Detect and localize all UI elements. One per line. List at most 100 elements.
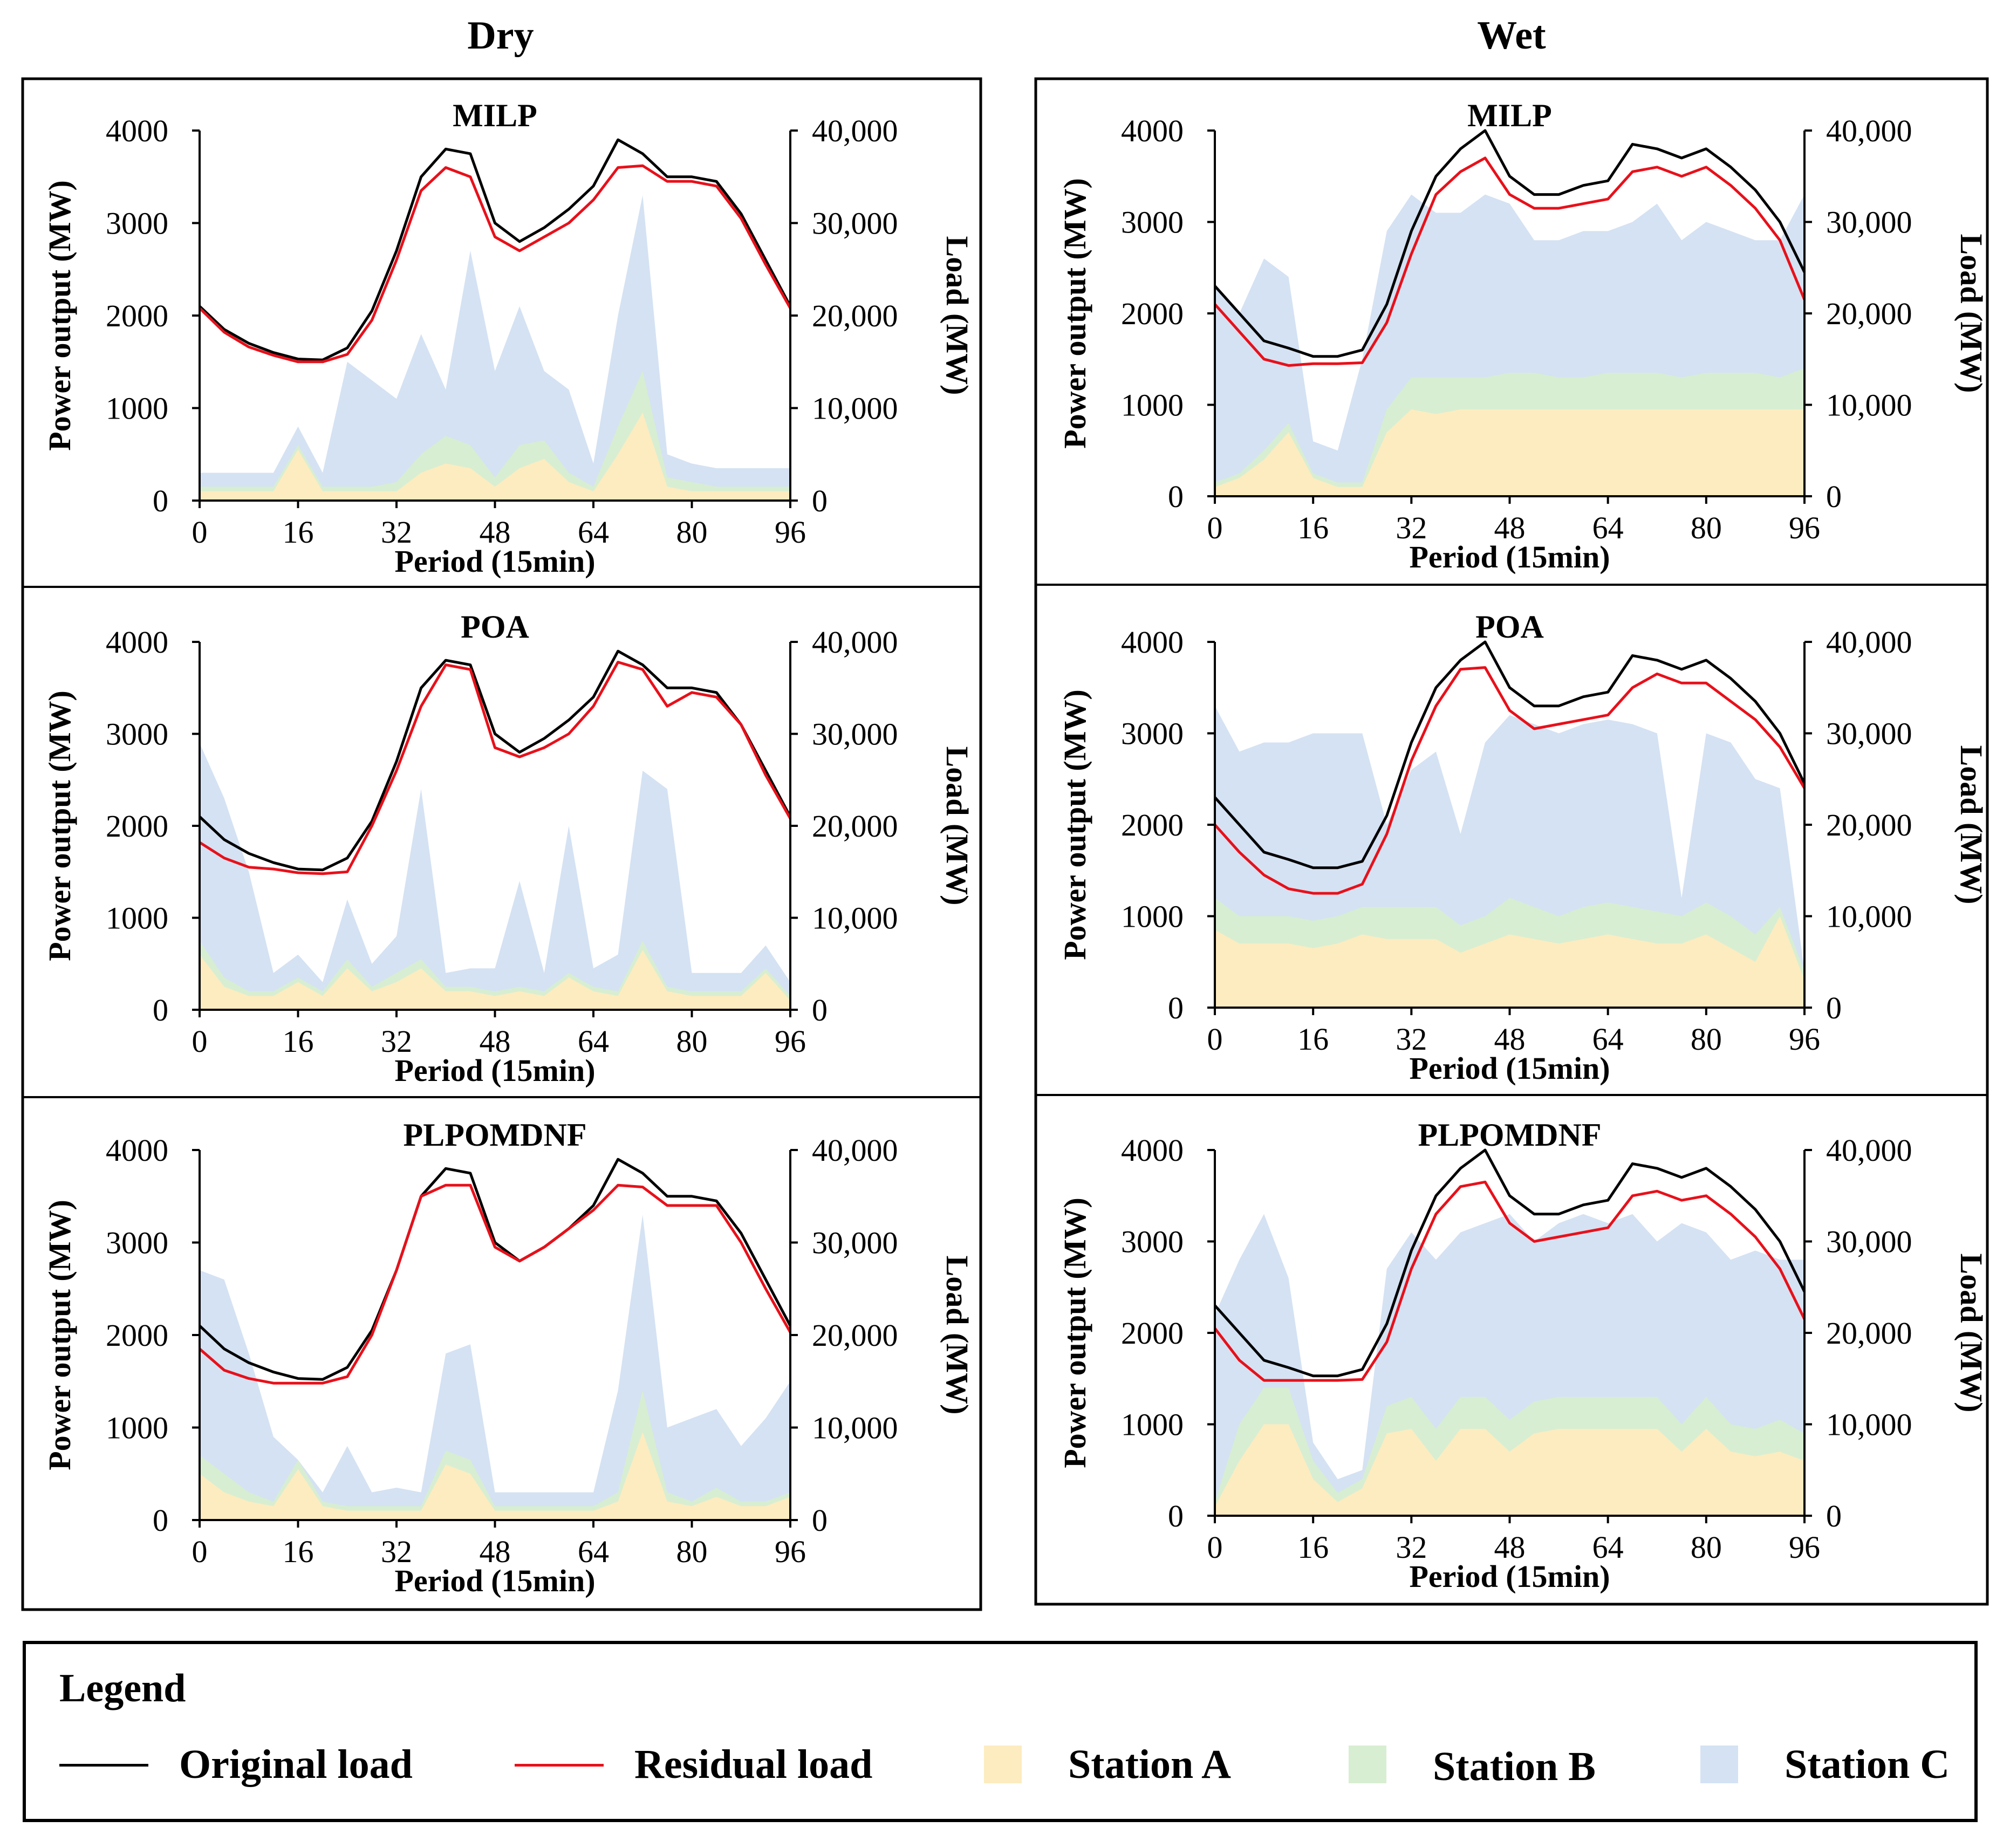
original-load-line (1214, 640, 1806, 870)
y2-tick-label: 10,000 (1826, 899, 1912, 934)
y-tick-label: 0 (153, 1503, 168, 1538)
y2-tick-label: 30,000 (1826, 205, 1912, 240)
y-tick-label: 3000 (106, 717, 168, 752)
y2-tick-label: 20,000 (812, 1318, 898, 1353)
x-tick-label: 0 (192, 1534, 208, 1569)
y2-tick-label: 40,000 (1826, 1133, 1912, 1168)
station-a-area (200, 1432, 790, 1520)
x-tick-label: 16 (283, 1024, 314, 1059)
station-a-area (200, 413, 790, 501)
y2-tick-label: 40,000 (812, 113, 898, 148)
x-tick-label: 48 (1494, 1022, 1526, 1057)
station-c-area (200, 743, 790, 1010)
original-load-line (1214, 1148, 1806, 1378)
x-tick-label: 96 (775, 1534, 806, 1569)
panel-frame-wet (1034, 77, 1989, 1606)
y2-axis-label: Load (MW) (1954, 234, 1989, 393)
column-title-dry: Dry (467, 13, 534, 58)
x-tick-label: 16 (283, 1534, 314, 1569)
legend-label-station-c: Station C (1785, 1742, 1950, 1787)
y2-tick-label: 0 (1826, 1498, 1842, 1534)
x-tick-label: 80 (1691, 1022, 1722, 1057)
y-tick-label: 4000 (1121, 625, 1184, 660)
x-tick-label: 64 (578, 515, 609, 550)
y-tick-label: 4000 (1121, 113, 1184, 148)
x-axis-label: Period (15min) (1409, 1559, 1610, 1594)
x-tick-label: 32 (381, 1534, 412, 1569)
x-tick-label: 48 (1494, 1530, 1526, 1565)
y-tick-label: 3000 (1121, 1224, 1184, 1260)
station-c-area (200, 1215, 790, 1520)
y-tick-label: 3000 (106, 206, 168, 241)
x-tick-label: 48 (480, 515, 511, 550)
residual-load-line (1214, 156, 1806, 367)
charts-layer: 0 16 32 48 64 80 9601000200030004000010,00020,… (42, 98, 1989, 1598)
station-a-area (200, 950, 790, 1010)
x-axis-label: Period (15min) (394, 1563, 595, 1598)
y-axis-label: Power output (MW) (1057, 1197, 1092, 1468)
x-tick-label: 0 (192, 1024, 208, 1059)
station-a-swatch (984, 1746, 1022, 1783)
y-tick-label: 1000 (1121, 1407, 1184, 1442)
chart-title: PLPOMDNF (404, 1117, 587, 1153)
y-tick-label: 1000 (106, 391, 168, 426)
y-axis-label: Power output (MW) (1057, 178, 1092, 449)
original-load-line-swatch (59, 1764, 148, 1767)
panel-frame-dry (21, 77, 982, 1611)
x-axis-label: Period (15min) (1409, 1051, 1610, 1086)
x-tick-label: 0 (1207, 1530, 1223, 1565)
y-tick-label: 4000 (106, 113, 168, 148)
y2-tick-label: 30,000 (812, 717, 898, 752)
x-tick-label: 16 (283, 515, 314, 550)
x-tick-label: 80 (676, 515, 708, 550)
y-tick-label: 2000 (106, 1318, 168, 1353)
y2-tick-label: 10,000 (812, 391, 898, 426)
y-tick-label: 1000 (1121, 899, 1184, 934)
y2-tick-label: 40,000 (1826, 113, 1912, 148)
chart-title: MILP (1467, 98, 1552, 133)
column-title-wet: Wet (1477, 13, 1546, 58)
x-tick-label: 32 (381, 515, 412, 550)
legend-title: Legend (59, 1666, 186, 1710)
y2-axis-label: Load (MW) (940, 747, 975, 906)
chart-dry-poa: 0 16 32 48 64 80 9601000200030004000010,00020,… (42, 609, 975, 1088)
y-tick-label: 0 (1168, 479, 1184, 514)
y-axis-label: Power output (MW) (42, 690, 77, 961)
chart-wet-plpomdnf: 0 16 32 48 64 80 9601000200030004000010,00020,… (1057, 1117, 1989, 1594)
x-tick-label: 48 (480, 1024, 511, 1059)
legend-label-station-b: Station B (1433, 1744, 1596, 1789)
chart-title: POA (1475, 609, 1544, 645)
legend: Legend Original load Residual load Stati… (23, 1641, 1978, 1822)
chart-title: PLPOMDNF (1418, 1117, 1602, 1153)
chart-dry-plpomdnf: 0 16 32 48 64 80 9601000200030004000010,00020,… (42, 1117, 975, 1598)
residual-load-line (199, 164, 792, 364)
y2-axis-label: Load (MW) (1954, 745, 1989, 905)
x-tick-label: 48 (1494, 510, 1526, 545)
y2-tick-label: 20,000 (812, 298, 898, 333)
station-a-area (1215, 409, 1804, 496)
residual-load-line (1214, 666, 1806, 895)
x-tick-label: 80 (1691, 510, 1722, 545)
y-tick-label: 3000 (106, 1226, 168, 1261)
residual-load-line (199, 1183, 792, 1385)
y2-tick-label: 20,000 (1826, 296, 1912, 331)
y-axis-label: Power output (MW) (42, 1200, 77, 1470)
x-tick-label: 32 (1396, 510, 1427, 545)
x-tick-label: 64 (1592, 1022, 1624, 1057)
residual-load-line (1214, 1180, 1806, 1382)
station-a-area (1215, 916, 1804, 1008)
y2-axis-label: Load (MW) (940, 1256, 975, 1415)
y2-tick-label: 30,000 (1826, 1224, 1912, 1260)
y2-tick-label: 0 (812, 483, 828, 518)
x-tick-label: 80 (676, 1534, 708, 1569)
y2-tick-label: 10,000 (812, 901, 898, 936)
x-tick-label: 96 (1789, 1530, 1820, 1565)
y2-axis-label: Load (MW) (940, 236, 975, 395)
y-tick-label: 0 (153, 483, 168, 518)
y2-axis-label: Load (MW) (1954, 1254, 1989, 1413)
x-tick-label: 64 (1592, 1530, 1624, 1565)
x-tick-label: 48 (480, 1534, 511, 1569)
original-load-line (199, 138, 792, 361)
x-tick-label: 64 (578, 1534, 609, 1569)
